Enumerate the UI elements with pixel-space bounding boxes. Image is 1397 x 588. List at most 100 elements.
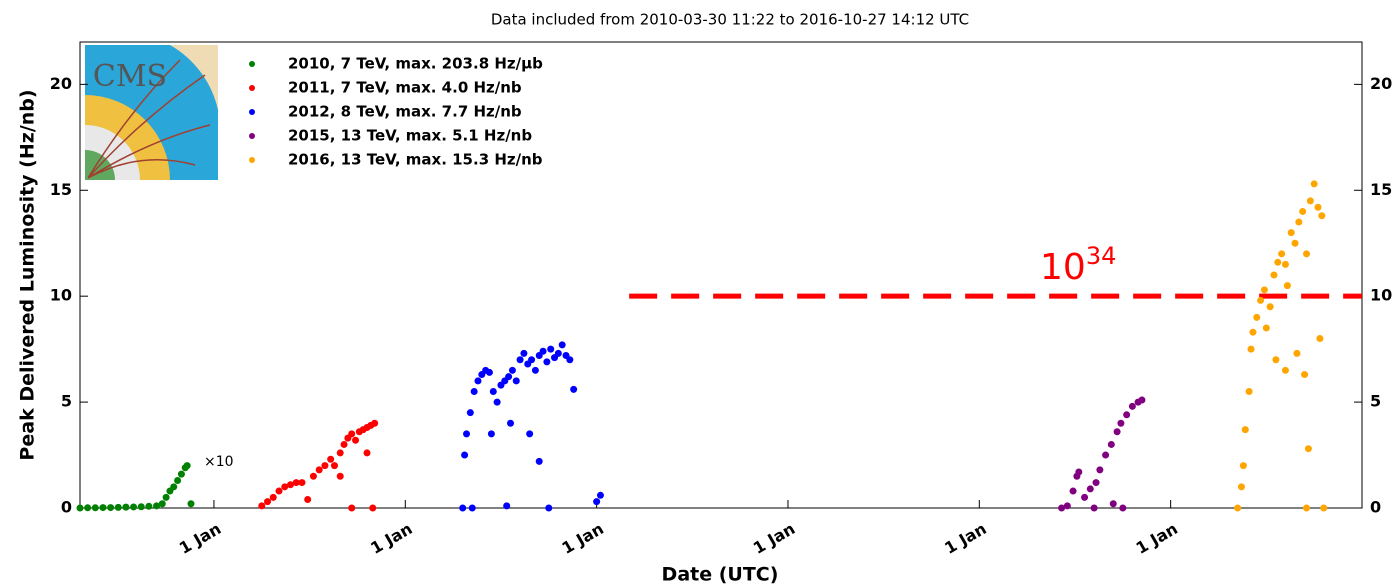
data-point: [1123, 411, 1130, 418]
data-point: [1299, 208, 1306, 215]
data-point: [270, 494, 277, 501]
data-point: [490, 388, 497, 395]
data-point: [1274, 259, 1281, 266]
data-point: [566, 356, 573, 363]
data-point: [122, 504, 129, 511]
data-point: [467, 409, 474, 416]
data-point: [1303, 505, 1310, 512]
data-point: [1108, 441, 1115, 448]
data-point: [1081, 494, 1088, 501]
data-point: [507, 420, 514, 427]
y-tick-label-right: 20: [1370, 74, 1392, 93]
data-point: [528, 356, 535, 363]
data-point: [371, 420, 378, 427]
legend-label: 2012, 8 TeV, max. 7.7 Hz/nb: [288, 103, 522, 121]
data-point: [1070, 488, 1077, 495]
data-point: [187, 500, 194, 507]
data-point: [178, 471, 185, 478]
svg-text:CMS: CMS: [93, 59, 167, 94]
data-point: [461, 452, 468, 459]
data-point: [474, 377, 481, 384]
data-point: [1064, 502, 1071, 509]
x-axis-label: Date (UTC): [662, 564, 779, 586]
y-tick-label: 20: [50, 74, 72, 93]
data-point: [77, 505, 84, 512]
data-point: [559, 341, 566, 348]
y-tick-label: 10: [50, 286, 72, 305]
data-point: [532, 367, 539, 374]
data-point: [1272, 356, 1279, 363]
data-point: [348, 505, 355, 512]
data-point: [469, 505, 476, 512]
data-point: [1138, 396, 1145, 403]
data-point: [84, 504, 91, 511]
data-point: [352, 437, 359, 444]
cms-logo: CMS: [85, 45, 218, 180]
data-point: [1253, 314, 1260, 321]
data-point: [1314, 204, 1321, 211]
y-tick-label: 5: [61, 392, 72, 411]
annotation: ×10: [204, 454, 234, 470]
legend-marker: [249, 133, 255, 139]
data-point: [459, 505, 466, 512]
data-point: [130, 503, 137, 510]
x-tick-label: 1 Jan: [941, 519, 989, 558]
data-point: [463, 430, 470, 437]
x-tick-label: 1 Jan: [559, 519, 607, 558]
data-point: [163, 494, 170, 501]
data-point: [1075, 468, 1082, 475]
data-point: [1282, 261, 1289, 268]
y-tick-label-right: 5: [1370, 392, 1381, 411]
data-point: [597, 492, 604, 499]
data-point: [1096, 466, 1103, 473]
data-point: [1318, 212, 1325, 219]
data-point: [1261, 286, 1268, 293]
data-point: [264, 498, 271, 505]
data-point: [1293, 350, 1300, 357]
data-point: [1303, 250, 1310, 257]
data-point: [327, 456, 334, 463]
plot-frame: [80, 42, 1362, 508]
reference-label: 1034: [1040, 242, 1116, 288]
data-point: [1292, 240, 1299, 247]
data-point: [364, 449, 371, 456]
y-tick-label-right: 0: [1370, 498, 1381, 517]
y-axis-label: Peak Delivered Luminosity (Hz/nb): [17, 89, 39, 460]
data-point: [545, 505, 552, 512]
x-tick-label: 1 Jan: [367, 519, 415, 558]
data-point: [1288, 229, 1295, 236]
data-point: [1242, 426, 1249, 433]
data-point: [486, 369, 493, 376]
data-point: [1110, 500, 1117, 507]
data-point: [555, 350, 562, 357]
data-point: [1249, 329, 1256, 336]
chart-title: Data included from 2010-03-30 11:22 to 2…: [491, 11, 969, 29]
data-point: [1238, 483, 1245, 490]
data-point: [593, 498, 600, 505]
x-tick-label: 1 Jan: [1133, 519, 1181, 558]
data-point: [540, 348, 547, 355]
legend-label: 2015, 13 TeV, max. 5.1 Hz/nb: [288, 127, 532, 145]
data-point: [170, 483, 177, 490]
reference-label-base: 10: [1040, 247, 1086, 288]
data-point: [369, 505, 376, 512]
data-point: [316, 466, 323, 473]
data-point: [258, 502, 265, 509]
data-point: [1320, 505, 1327, 512]
data-point: [184, 462, 191, 469]
data-point: [1284, 282, 1291, 289]
data-point: [517, 356, 524, 363]
chart: Data included from 2010-03-30 11:22 to 2…: [0, 0, 1397, 588]
data-point: [331, 462, 338, 469]
data-point: [1087, 485, 1094, 492]
data-point: [570, 386, 577, 393]
data-point: [107, 504, 114, 511]
data-point: [1278, 250, 1285, 257]
data-point: [1307, 197, 1314, 204]
data-point: [505, 373, 512, 380]
data-point: [1129, 403, 1136, 410]
legend-label: 2010, 7 TeV, max. 203.8 Hz/μb: [288, 55, 543, 73]
data-point: [513, 377, 520, 384]
data-point: [138, 503, 145, 510]
data-point: [1102, 452, 1109, 459]
